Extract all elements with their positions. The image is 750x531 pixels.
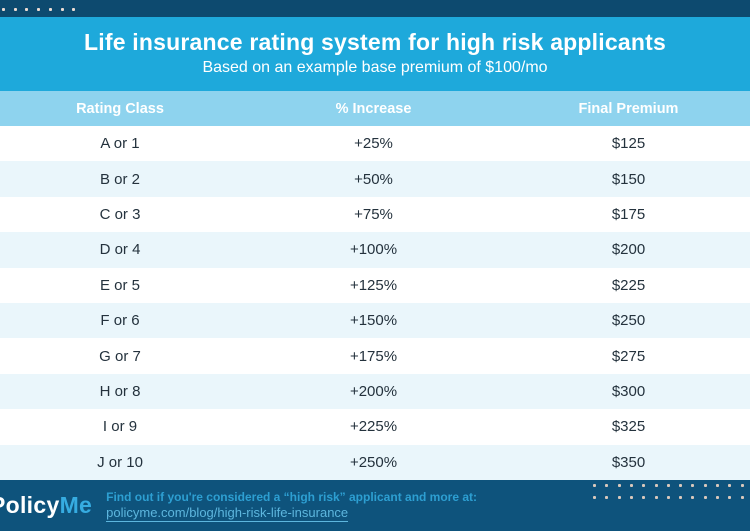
title-band: Life insurance rating system for high ri… [0,17,750,91]
table-header-row: Rating Class % Increase Final Premium [0,91,750,126]
decorative-dot [716,484,719,487]
decorative-dot [605,496,609,499]
decorative-dot [654,484,658,487]
cell-final-premium: $200 [611,241,646,259]
cell-percent-increase: +225% [349,418,398,436]
column-header-final-premium: Final Premium [578,100,679,117]
decorative-dot [593,496,596,499]
cell-rating-class: H or 8 [99,383,141,401]
cell-percent-increase: +50% [354,170,393,188]
table-row: E or 5 +125% $225 [0,267,750,304]
decorative-dot [740,496,744,499]
decorative-dot [37,8,41,11]
table-row: B or 2 +50% $150 [0,161,750,197]
table-row: F or 6 +150% $250 [0,303,750,339]
table-body: A or 1 +25% $125 B or 2 +50% $150 C or 3 +75% $1… [0,126,750,481]
decorative-dot [13,8,17,11]
decorative-dot [740,484,744,487]
footer-cta-text: Find out if you're considered a “high ri… [106,489,478,504]
cell-rating-class: G or 7 [99,347,141,365]
decorative-dot [48,8,52,11]
cell-percent-increase: +125% [349,276,398,294]
cell-percent-increase: +250% [349,453,398,471]
decorative-dot [679,496,683,499]
table-row: G or 7 +175% $275 [0,338,750,374]
column-header-rating-class: Rating Class [76,100,164,117]
decorative-dot [605,484,609,487]
cell-rating-class: C or 3 [99,206,141,224]
table-row: D or 4 +100% $200 [0,232,750,268]
decorative-dot [691,496,695,499]
footer-link[interactable]: policyme.com/blog/high-risk-life-insuran… [106,504,349,522]
logo-text-me: Me [59,492,93,518]
decorative-dot [72,8,76,11]
table-row: H or 8 +200% $300 [0,373,750,410]
cell-final-premium: $250 [611,312,646,330]
cell-rating-class: A or 1 [100,135,140,153]
decorative-dot [25,8,29,11]
cell-percent-increase: +25% [354,135,393,153]
cell-percent-increase: +175% [349,347,398,365]
logo-text-policy: Policy [0,492,60,518]
decorative-dot [691,484,695,487]
decorative-dot [716,496,719,499]
decorative-dot [617,496,621,499]
decorative-dot [593,484,596,487]
cell-final-premium: $125 [611,135,646,153]
policyme-logo: PolicyMe [0,494,92,517]
decorative-dot [703,484,707,487]
footer: PolicyMe Find out if you're considered a… [0,480,750,531]
page-subtitle: Based on an example base premium of $100… [202,59,548,76]
decorative-dot [679,484,683,487]
column-header-percent-increase: % Increase [335,100,412,117]
cell-rating-class: J or 10 [97,453,143,471]
cell-final-premium: $275 [611,347,646,365]
cell-final-premium: $175 [611,206,646,224]
decorative-dot [703,496,707,499]
table-row: I or 9 +225% $325 [0,409,750,445]
decorative-dot [629,484,633,487]
top-strip [0,0,750,17]
cell-final-premium: $300 [611,383,646,401]
decorative-dot [617,484,621,487]
cell-rating-class: I or 9 [102,418,138,436]
table-row: J or 10 +250% $350 [0,444,750,481]
cell-final-premium: $350 [611,453,646,471]
decorative-dot [2,8,5,11]
decorative-dot [728,484,732,487]
cell-percent-increase: +100% [349,241,398,259]
cell-rating-class: F or 6 [100,312,140,330]
decorative-dot [629,496,633,499]
decorative-dot [666,496,670,499]
cell-percent-increase: +200% [349,383,398,401]
decorative-dot [666,484,670,487]
decorative-dot [60,8,64,11]
cell-rating-class: D or 4 [99,241,141,259]
table-row: C or 3 +75% $175 [0,196,750,233]
cell-final-premium: $150 [611,170,646,188]
decorative-dot [728,496,732,499]
cell-final-premium: $325 [611,418,646,436]
page-title: Life insurance rating system for high ri… [84,29,666,55]
cell-rating-class: E or 5 [99,276,141,294]
table-row: A or 1 +25% $125 [0,126,750,162]
footer-text-block: Find out if you're considered a “high ri… [106,490,477,522]
cell-rating-class: B or 2 [99,170,141,188]
cell-percent-increase: +75% [354,206,393,224]
decorative-dot [642,484,646,487]
decorative-dot [642,496,646,499]
cell-percent-increase: +150% [349,312,398,330]
decorative-dot [654,496,658,499]
cell-final-premium: $225 [611,276,646,294]
